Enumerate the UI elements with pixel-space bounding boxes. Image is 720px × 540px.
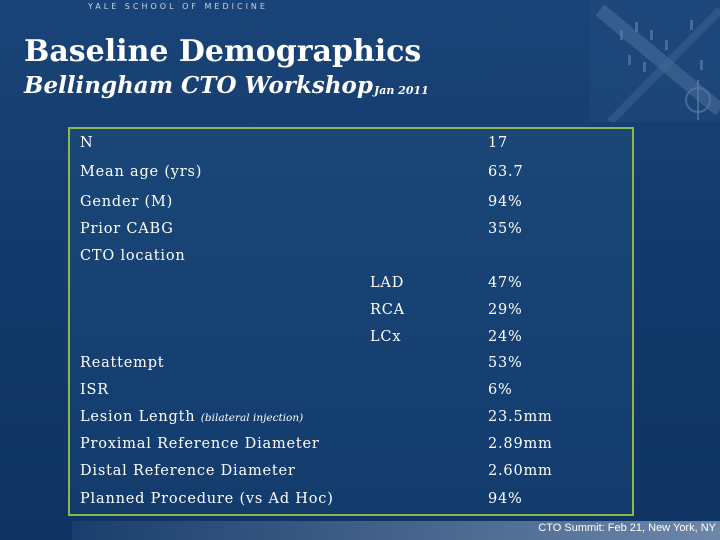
table-row: LCx 24%	[0, 329, 720, 351]
row-label: Gender (M)	[80, 194, 174, 210]
row-label: CTO location	[80, 248, 186, 264]
table-row: LAD 47%	[0, 275, 720, 297]
yale-crest-watermark-icon	[590, 0, 720, 122]
row-label: N	[80, 135, 94, 151]
row-label-text: Lesion Length	[80, 409, 196, 425]
row-value: 2.89mm	[488, 436, 553, 452]
row-value: 23.5mm	[488, 409, 553, 425]
table-row: RCA 29%	[0, 302, 720, 324]
demographics-table-frame	[68, 127, 634, 516]
row-value: 35%	[488, 221, 523, 237]
table-row: Mean age (yrs) 63.7	[0, 164, 720, 186]
row-sublabel: RCA	[370, 302, 405, 318]
row-value: 24%	[488, 329, 523, 345]
row-value: 2.60mm	[488, 463, 553, 479]
table-row: Prior CABG 35%	[0, 221, 720, 243]
table-row: Distal Reference Diameter 2.60mm	[0, 463, 720, 485]
table-row: N 17	[0, 135, 720, 157]
table-row: Proximal Reference Diameter 2.89mm	[0, 436, 720, 458]
row-label: Prior CABG	[80, 221, 174, 237]
row-label: Distal Reference Diameter	[80, 463, 296, 479]
row-label: ISR	[80, 382, 109, 398]
row-label-note: (bilateral injection)	[200, 412, 304, 424]
page-title: Baseline Demographics	[24, 34, 422, 69]
row-sublabel: LAD	[370, 275, 405, 291]
row-value: 29%	[488, 302, 523, 318]
page-date: Jan 2011	[374, 84, 429, 97]
row-value: 94%	[488, 194, 523, 210]
row-value: 94%	[488, 491, 523, 507]
slide-header: YALE SCHOOL OF MEDICINE Baseline Demogra…	[0, 0, 720, 110]
row-label: Reattempt	[80, 355, 165, 371]
row-value: 6%	[488, 382, 513, 398]
school-name: YALE SCHOOL OF MEDICINE	[88, 2, 268, 11]
footer-bar	[72, 521, 720, 540]
footer-text: CTO Summit: Feb 21, New York, NY	[538, 522, 716, 534]
table-row: ISR 6%	[0, 382, 720, 404]
table-row: Reattempt 53%	[0, 355, 720, 377]
row-value: 53%	[488, 355, 523, 371]
table-row: CTO location	[0, 248, 720, 270]
table-row: Planned Procedure (vs Ad Hoc) 94%	[0, 491, 720, 513]
row-label: Mean age (yrs)	[80, 164, 203, 180]
row-value: 47%	[488, 275, 523, 291]
row-label: Lesion Length (bilateral injection)	[80, 409, 303, 425]
row-value: 17	[488, 135, 509, 151]
row-label: Planned Procedure (vs Ad Hoc)	[80, 491, 334, 507]
row-label: Proximal Reference Diameter	[80, 436, 320, 452]
table-row: Gender (M) 94%	[0, 194, 720, 216]
page-subtitle: Bellingham CTO Workshop	[24, 72, 373, 99]
row-sublabel: LCx	[370, 329, 402, 345]
row-value: 63.7	[488, 164, 524, 180]
table-row: Lesion Length (bilateral injection) 23.5…	[0, 409, 720, 431]
